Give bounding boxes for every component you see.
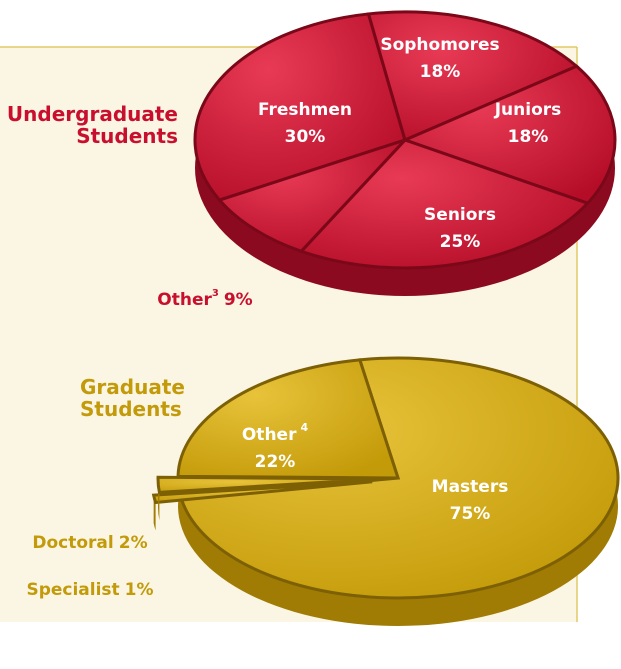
value-label: 2% [119,533,148,553]
category-label: Other 4 [242,421,309,445]
value-label: 25% [440,232,481,252]
superscript: 4 [300,421,308,434]
value-label: 30% [285,127,326,147]
pie-slice [298,138,591,270]
pie-slice [366,10,580,143]
pie-slice [216,136,411,254]
category-label: Specialist [26,580,119,600]
category-label: Sophomores [380,35,499,55]
value-label: 18% [508,127,549,147]
category-name: Other [242,425,297,445]
pie-slice [156,475,379,494]
pie-slice [193,12,407,202]
category-label: Other [157,290,212,310]
chart-title-line: Students [80,397,182,421]
chart-title: Graduate Students [80,375,185,421]
category-label: Juniors [494,100,562,120]
slice-label: Other3 9% [157,288,252,310]
pie-slice [179,356,620,600]
category-label: Masters [432,477,509,497]
category-label: Freshmen [258,100,352,120]
category-name: Masters [432,477,509,497]
value-label: 18% [420,62,461,82]
pie-slice [400,64,617,205]
chart-title-line: Graduate [80,375,185,399]
value-label: 22% [255,452,296,472]
pie-slice [176,358,401,480]
category-label: Doctoral [32,533,113,553]
category-name: Juniors [494,100,562,120]
slice-label: Doctoral 2% [32,533,147,553]
chart-title-line: Students [76,124,178,148]
chart-title: Undergraduate Students [7,102,178,148]
chart-title-line: Undergraduate [7,102,178,126]
category-label: Seniors [424,205,496,225]
slice-label: Specialist 1% [26,580,153,600]
category-name: Sophomores [380,35,499,55]
pie-slice [151,480,373,505]
value-label: 75% [450,504,491,524]
value-label: 9% [224,290,253,310]
value-label: 1% [125,580,154,600]
superscript: 3 [212,288,219,299]
category-name: Seniors [424,205,496,225]
category-name: Freshmen [258,100,352,120]
